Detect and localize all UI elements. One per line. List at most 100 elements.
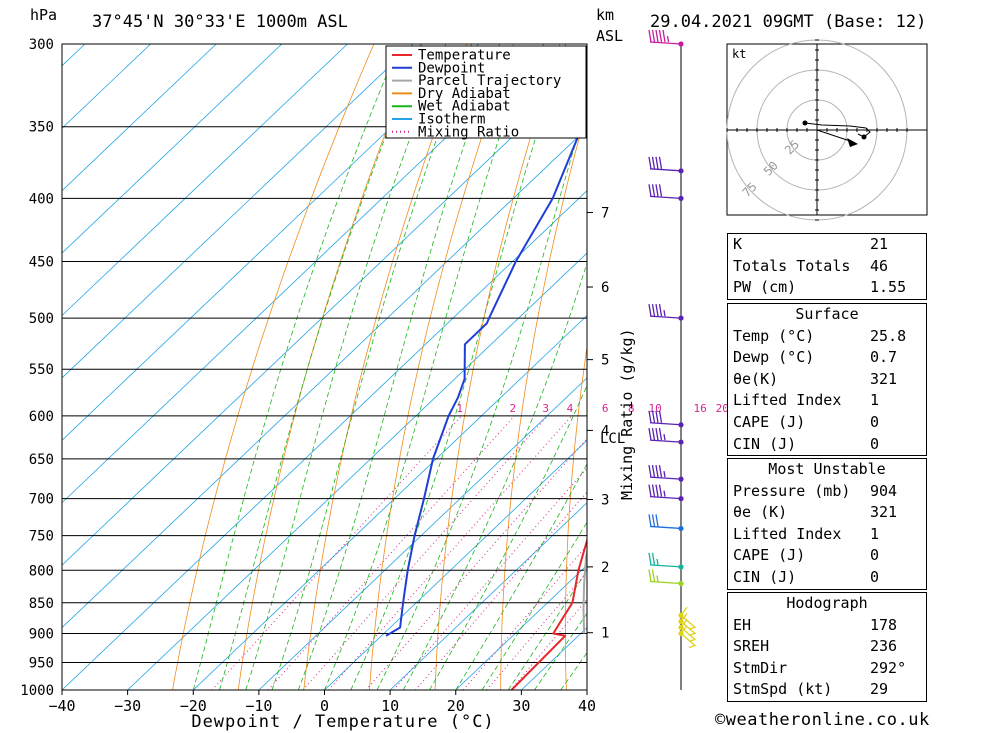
axes: 3003504004505005506006507007508008509009… (20, 37, 596, 732)
mixing-ratio-value-label: 1 (456, 402, 463, 415)
hodograph-table-label: StmSpd (kt) (733, 680, 833, 699)
wind-barb-feather (651, 514, 656, 527)
storm-motion-vector (816, 129, 854, 143)
wind-barb-feather (658, 427, 663, 441)
wind-barb-feather (648, 484, 652, 497)
surface-row: CAPE (J) 0 (728, 412, 926, 434)
wet-adiabat-line (429, 384, 587, 690)
index-value: 46 (870, 256, 889, 275)
surface-value: 0.7 (870, 348, 898, 367)
surface-row: CIN (J) 0 (728, 434, 926, 456)
pressure-tick-label: 550 (29, 362, 54, 378)
wind-barb-dot (678, 476, 684, 482)
wind-barb-shaft (649, 315, 682, 319)
wind-barb-half-feather (656, 558, 659, 566)
wet-adiabat-line (192, 44, 400, 690)
wind-barb-feather (655, 427, 659, 441)
pressure-tick-label: 1000 (20, 683, 54, 699)
wind-barb-feather (662, 29, 666, 43)
footer-credit[interactable]: ©weatheronline.co.uk (715, 710, 930, 730)
wet-adiabat-line (219, 44, 423, 690)
footer-site: weatheronline.co.uk (725, 710, 930, 730)
wind-barb-half-feather (663, 433, 666, 441)
wind-barb (648, 29, 684, 47)
surface-row: θe(K) 321 (728, 369, 926, 391)
wind-barb-feather (651, 410, 656, 423)
wind-barb-dot (678, 41, 684, 47)
index-value: 21 (870, 235, 889, 253)
legend-label: Dewpoint (418, 60, 485, 76)
wind-barb-feather (658, 303, 663, 317)
most-unstable-label: CIN (J) (733, 567, 797, 586)
parcel-trajectory-line (582, 547, 587, 634)
hodograph-table-value: 292° (870, 658, 907, 677)
wind-barb-feather (648, 410, 652, 423)
wind-barb (648, 156, 684, 174)
wind-barb-shaft (649, 195, 682, 200)
mixing-ratio-line (302, 415, 548, 690)
wind-barb (678, 606, 697, 630)
mixing-ratio-line (486, 571, 587, 690)
wind-barb (648, 552, 684, 570)
wind-barb-dot (678, 195, 684, 201)
isotherm-line (127, 252, 587, 690)
dry-adiabat-line (967, 44, 1000, 690)
wind-barb-feather (648, 29, 652, 43)
wind-barb-dot (678, 618, 684, 625)
wind-barb-half-feather (656, 575, 659, 582)
mixing-ratio-value-label: 20 (716, 402, 729, 415)
surface-label: Dewp (°C) (733, 348, 815, 367)
mixing-ratio-line (393, 467, 587, 690)
wet-adiabat-line (271, 44, 472, 690)
legend-label: Temperature (418, 48, 511, 64)
wind-barb-feather (648, 184, 652, 197)
index-row: PW (cm) 1.55 (728, 277, 926, 299)
isotherm-line (258, 377, 587, 690)
index-row: K 21 (728, 234, 926, 256)
wind-barb-feather (658, 184, 663, 197)
wind-barb-feather (655, 156, 659, 169)
hodograph-table-label: EH (733, 615, 752, 634)
wind-barb-feather (651, 484, 656, 497)
temperature-tick-label: 20 (447, 697, 465, 715)
wind-barb-feather (658, 484, 663, 497)
wet-adiabat-line (350, 44, 567, 690)
most-unstable-row: Lifted Index 1 (728, 524, 926, 546)
hodograph-table-value: 178 (870, 615, 898, 634)
altitude-label: 4 (601, 423, 609, 439)
wet-adiabat-line (402, 261, 587, 690)
x-axis-title: Dewpoint / Temperature (°C) (191, 712, 494, 732)
sounding-series (385, 112, 587, 690)
surface-value: 1 (870, 391, 880, 410)
wind-barb-feather (648, 569, 652, 582)
wind-barb-dot (678, 564, 684, 570)
wind-barb-dot (678, 612, 684, 618)
wind-barb-feather (651, 552, 656, 566)
isotherm-line (62, 44, 283, 254)
wind-barb (648, 427, 684, 445)
wind-barb-feather (648, 514, 652, 527)
wind-barb-dot (678, 630, 684, 637)
wind-barb-dot (678, 496, 684, 502)
wind-barb-feather (655, 410, 659, 423)
wind-barb-feather (658, 410, 663, 423)
surface-label: CAPE (J) (733, 412, 806, 431)
hodograph-unit-label: kt (732, 47, 746, 61)
wet-adiabat-line (455, 463, 587, 690)
most-unstable-row: θe (K) 321 (728, 502, 926, 524)
altitude-label: 2 (601, 560, 609, 576)
hodograph-table-row: EH 178 (728, 615, 926, 637)
altitude-label: 1 (601, 626, 609, 642)
location-title: 37°45'N 30°33'E 1000m ASL (92, 12, 348, 32)
wind-barb (648, 484, 684, 502)
wind-barb (648, 184, 684, 201)
hodograph-table-label: SREH (733, 637, 770, 656)
isotherm-line (62, 44, 414, 379)
km-unit-label: km (596, 6, 614, 24)
legend-label: Mixing Ratio (418, 124, 519, 140)
wind-barb-shaft (649, 41, 682, 45)
wind-barb-feather (651, 465, 656, 478)
dry-adiabat-line (434, 44, 561, 690)
copyright-symbol: © (715, 710, 726, 730)
